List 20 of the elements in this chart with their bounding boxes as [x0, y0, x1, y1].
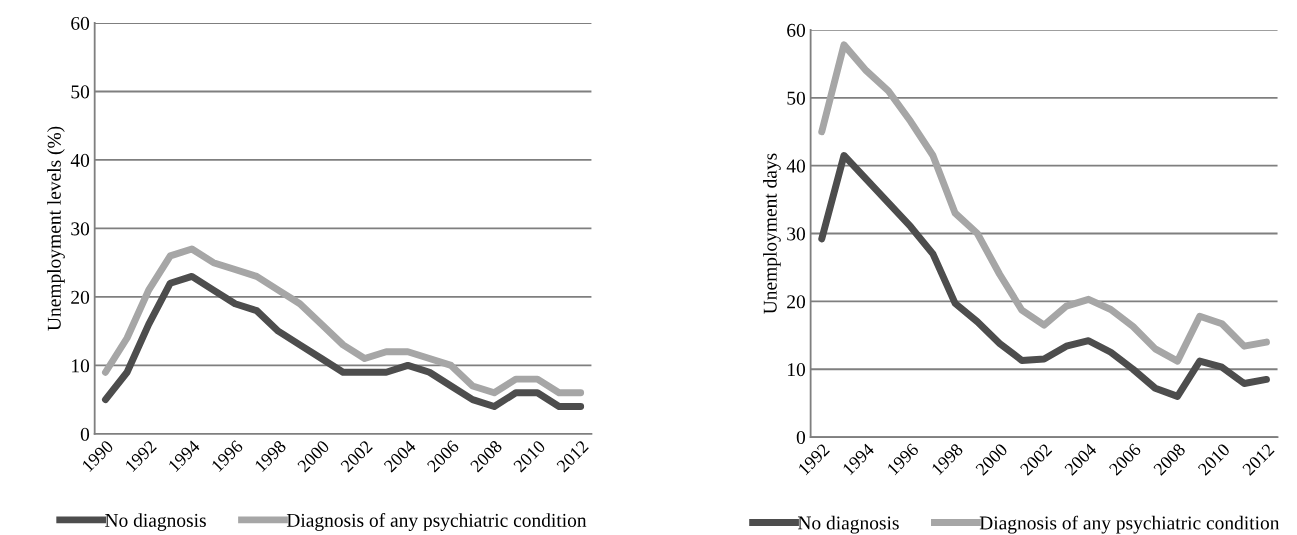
y-tick-label: 40 — [786, 159, 806, 173]
legend-label: No diagnosis — [105, 513, 206, 531]
y-axis-title: Unemployment days — [763, 153, 781, 314]
y-tick-label: 30 — [787, 227, 806, 241]
legend-label: Diagnosis of any psychiatric condition — [286, 513, 587, 531]
y-tick-label: 30 — [71, 222, 90, 236]
y-tick-label: 40 — [70, 153, 90, 167]
y-tick-label: 60 — [787, 23, 806, 37]
y-tick-label: 60 — [71, 16, 90, 30]
y-tick-label: 20 — [787, 295, 806, 309]
y-tick-label: 10 — [788, 363, 806, 377]
y-tick-label: 20 — [71, 290, 90, 304]
y-tick-label: 50 — [71, 85, 90, 99]
y-tick-label: 10 — [72, 359, 90, 373]
y-axis-title: Unemployment levels (%) — [47, 126, 65, 331]
y-tick-label: 0 — [796, 430, 806, 445]
y-tick-label: 0 — [80, 427, 90, 441]
y-tick-label: 50 — [787, 91, 806, 105]
legend-label: Diagnosis of any psychiatric condition — [979, 515, 1280, 534]
legend-label: No diagnosis — [797, 515, 899, 534]
